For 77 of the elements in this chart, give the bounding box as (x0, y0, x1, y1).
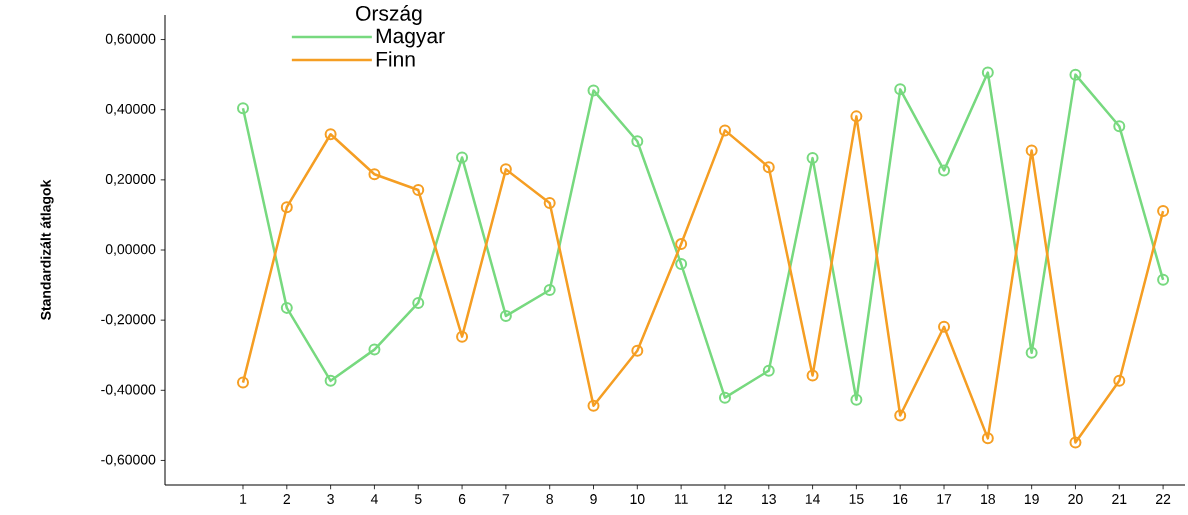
point (675, 238, 688, 251)
point (938, 320, 951, 333)
point (280, 301, 293, 314)
point (631, 135, 644, 148)
point (1069, 436, 1082, 449)
y-tick-label: -0,60000 (101, 454, 156, 467)
point (456, 151, 469, 164)
x-tick-label: 8 (546, 494, 553, 505)
legend-label: Finn (376, 51, 415, 67)
legend-title: Ország (356, 5, 422, 25)
x-tick-label: 14 (805, 494, 820, 504)
point (1157, 205, 1170, 218)
point (806, 152, 819, 165)
x-tick-label: 13 (762, 494, 776, 505)
y-tick-label: 0,20000 (105, 174, 156, 186)
point (1069, 68, 1082, 81)
point (236, 376, 249, 389)
point (718, 391, 731, 404)
point (850, 393, 863, 406)
x-tick-label: 17 (937, 494, 952, 504)
point (412, 184, 425, 197)
point (981, 66, 994, 79)
point (1025, 346, 1038, 359)
x-tick-label: 1 (240, 494, 247, 504)
point (938, 164, 951, 177)
point (236, 102, 249, 115)
point (762, 161, 775, 174)
point (587, 84, 600, 97)
x-tick-label: 12 (718, 494, 733, 504)
x-tick-label: 7 (502, 494, 510, 504)
x-tick-label: 18 (981, 494, 996, 505)
point (499, 163, 512, 176)
point (499, 309, 512, 322)
point (1025, 144, 1038, 157)
point (762, 364, 775, 377)
point (894, 409, 907, 422)
x-tick-label: 2 (283, 494, 290, 504)
point (850, 110, 863, 123)
point (1113, 120, 1126, 133)
point (675, 258, 688, 271)
y-tick-label: 0,60000 (105, 33, 156, 46)
point (324, 128, 337, 141)
point (324, 374, 337, 387)
point (368, 168, 381, 181)
point (280, 201, 293, 214)
point (806, 369, 819, 382)
x-tick-label: 22 (1156, 494, 1171, 504)
point (631, 344, 644, 357)
x-tick-label: 10 (630, 494, 645, 505)
x-tick-label: 15 (849, 494, 864, 504)
point (894, 83, 907, 96)
point (981, 432, 994, 445)
point (456, 330, 469, 343)
x-tick-label: 11 (674, 494, 688, 504)
point (412, 296, 425, 309)
x-tick-label: 21 (1112, 494, 1127, 504)
point (1113, 374, 1126, 387)
x-tick-label: 16 (893, 494, 908, 505)
x-tick-label: 4 (370, 494, 378, 504)
x-tick-label: 20 (1068, 494, 1083, 505)
y-tick-label: 0,40000 (105, 103, 156, 116)
y-tick-label: -0,20000 (101, 314, 156, 326)
point (718, 124, 731, 137)
x-tick-label: 19 (1024, 494, 1039, 505)
y-tick-label: -0,40000 (101, 384, 156, 397)
point (1157, 273, 1170, 286)
y-tick-label: 0,00000 (105, 244, 156, 256)
y-axis-title: Standardizált átlagok (40, 179, 54, 320)
point (543, 283, 556, 296)
point (368, 343, 381, 356)
x-tick-label: 6 (458, 494, 466, 505)
legend-label: Magyar (376, 28, 445, 48)
point (587, 399, 600, 412)
point (543, 197, 556, 210)
x-tick-label: 9 (590, 494, 597, 505)
x-tick-label: 3 (327, 494, 334, 505)
x-tick-label: 5 (414, 494, 422, 504)
